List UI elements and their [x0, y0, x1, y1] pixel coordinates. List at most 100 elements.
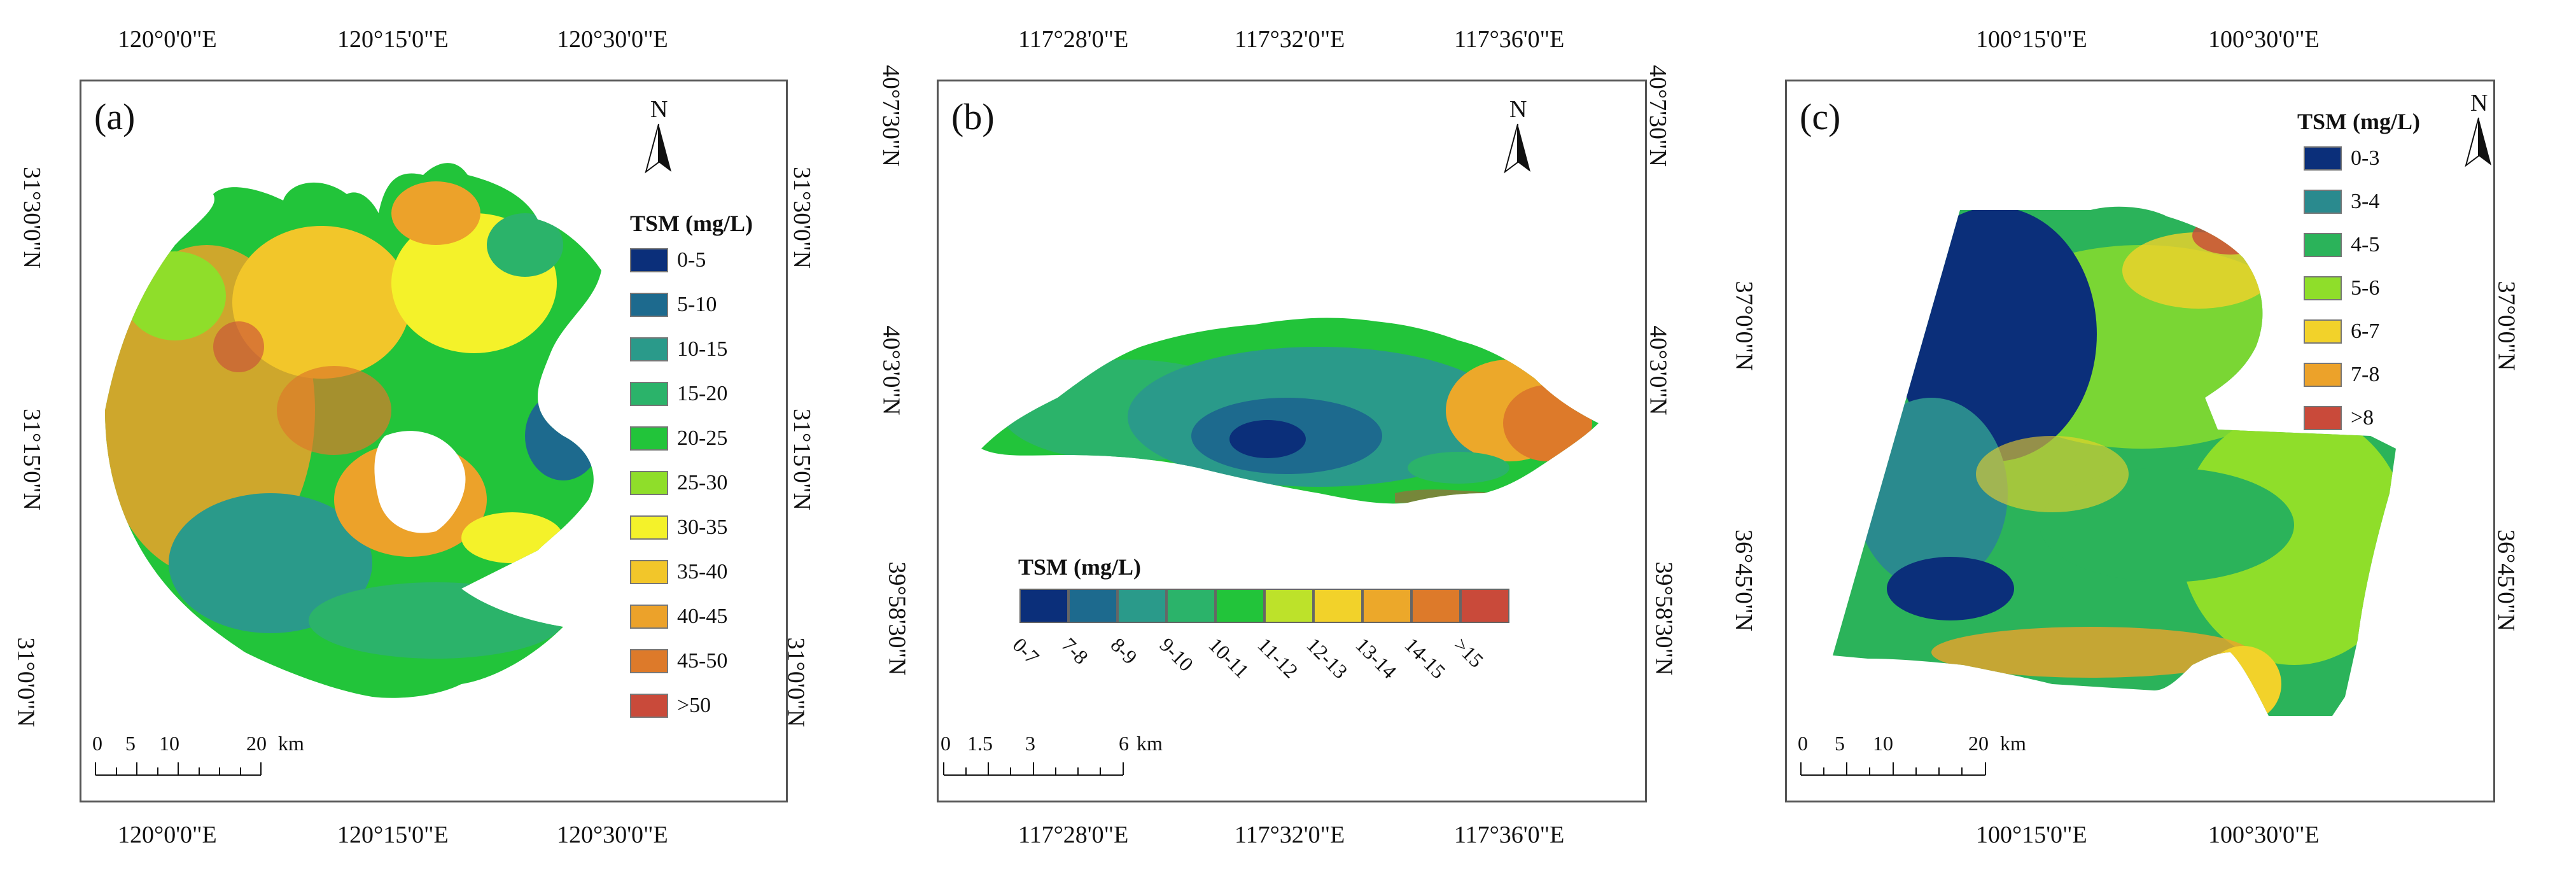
legend-label: 30-35: [677, 515, 728, 539]
north-label-a: N: [650, 96, 668, 123]
north-arrow-a: N: [636, 95, 681, 178]
legend-title-c: TSM (mg/L): [2297, 109, 2420, 134]
scale-tick-a-0: 0: [92, 732, 102, 755]
left-coord-a-3: 31°0'0"N: [12, 637, 39, 727]
legend-title-b: TSM (mg/L): [1018, 554, 1141, 580]
legend-swatch: [1166, 589, 1215, 623]
left-coord-c-2: 36°45'0"N: [1730, 529, 1757, 631]
legend-label: >8: [2351, 406, 2374, 430]
bottom-coord-b-2: 117°32'0"E: [1235, 822, 1345, 848]
legend-swatch: [2304, 233, 2342, 257]
legend-label: 7-8: [2351, 363, 2380, 386]
top-coord-b-3: 117°36'0"E: [1454, 26, 1565, 53]
top-coord-b-2: 117°32'0"E: [1235, 26, 1345, 53]
scale-tick-b-1: 1.5: [967, 732, 993, 755]
bottom-coord-c-2: 100°30'0"E: [2208, 822, 2320, 848]
scale-tick-a-3: 20: [246, 732, 267, 755]
legend-label: 6-7: [2351, 319, 2380, 343]
legend-item: 30-35: [630, 515, 727, 540]
legend-swatch: [1264, 589, 1313, 623]
left-coord-b-2: 40°3'0"N: [878, 325, 905, 416]
legend-label: 4-5: [2351, 233, 2380, 256]
legend-swatch: [630, 471, 668, 495]
legend-item: 5-6: [2304, 276, 2379, 300]
legend-swatch: [630, 426, 668, 451]
legend-label: 3-4: [2351, 190, 2380, 213]
north-icon-a: [645, 123, 671, 174]
top-coord-c-1: 100°15'0"E: [1976, 26, 2087, 53]
legend-swatch: [630, 337, 668, 361]
scale-unit-c: km: [2000, 732, 2026, 755]
legend-swatch: [630, 694, 668, 718]
scale-unit-a: km: [278, 732, 304, 755]
north-label-c: N: [2470, 90, 2488, 116]
right-coord-c-1: 37°0'0"N: [2493, 281, 2520, 371]
right-coord-a-2: 31°15'0"N: [788, 409, 815, 510]
north-icon-c: [2465, 117, 2491, 167]
legend-item: 3-4: [2304, 190, 2379, 214]
scale-bar-a: 0 5 10 20 km: [92, 732, 304, 783]
bottom-coord-a-3: 120°30'0"E: [557, 822, 668, 848]
legend-swatch: [2304, 319, 2342, 344]
legend-item: 25-30: [630, 471, 727, 495]
right-coord-c-2: 36°45'0"N: [2493, 529, 2519, 631]
north-icon-b: [1504, 123, 1530, 174]
legend-swatch: [1460, 589, 1509, 623]
legend-label: 20-25: [677, 426, 728, 450]
legend-label: 15-20: [677, 382, 728, 405]
legend-item: 45-50: [630, 649, 727, 673]
legend-swatch: [2304, 363, 2342, 387]
bottom-coord-b-1: 117°28'0"E: [1018, 822, 1129, 848]
scale-tick-b-2: 3: [1025, 732, 1035, 755]
scale-tick-a-2: 10: [159, 732, 179, 755]
top-coord-a-3: 120°30'0"E: [557, 26, 668, 53]
scale-bar-c: 0 5 10 20 km: [1798, 732, 2040, 783]
right-coord-b-1: 40°7'30"N: [1644, 65, 1671, 167]
legend-label: 5-10: [677, 293, 717, 316]
bottom-coord-a-2: 120°15'0"E: [337, 822, 449, 848]
legend-label: 10-15: [677, 337, 728, 361]
left-coord-a-1: 31°30'0"N: [18, 167, 45, 269]
bottom-coord-a-1: 120°0'0"E: [118, 822, 217, 848]
scale-tick-a-1: 5: [125, 732, 136, 755]
scale-tick-c-1: 5: [1835, 732, 1845, 755]
legend-swatch: [630, 605, 668, 629]
legend-swatch: [2304, 406, 2342, 430]
legend-swatch: [1411, 589, 1460, 623]
legend-item: 0-3: [2304, 146, 2379, 171]
legend-title-a: TSM (mg/L): [630, 211, 753, 236]
legend-label: >50: [677, 694, 711, 717]
legend-item: >8: [2304, 406, 2374, 430]
legend-swatch: [630, 560, 668, 584]
lake-map-c: [1833, 206, 2396, 716]
legend-label: 35-40: [677, 560, 728, 584]
legend-swatch: [630, 248, 668, 272]
scale-line-c: [1800, 762, 1986, 776]
north-arrow-b: N: [1495, 95, 1540, 178]
legend-item: 35-40: [630, 560, 727, 584]
legend-label: 0-5: [677, 248, 706, 272]
legend-item: >50: [630, 694, 711, 718]
legend-swatch: [630, 293, 668, 317]
scale-bar-b: 0 1.5 3 6 km: [941, 732, 1195, 783]
legend-swatch: [2304, 190, 2342, 214]
scale-line-b: [943, 762, 1124, 776]
scale-tick-b-0: 0: [941, 732, 951, 755]
right-coord-b-3: 39°58'30"N: [1650, 561, 1677, 676]
north-arrow-c: N: [2456, 89, 2501, 172]
legend-item: 0-5: [630, 248, 706, 272]
panel-label-b: (b): [951, 96, 995, 137]
legend-item: 20-25: [630, 426, 727, 451]
panel-label-c: (c): [1800, 96, 1841, 137]
top-coord-c-2: 100°30'0"E: [2208, 26, 2320, 53]
lake-map-b: [981, 318, 1599, 504]
legend-swatch: [2304, 276, 2342, 300]
legend-label: 25-30: [677, 471, 728, 494]
scale-line-a: [95, 762, 262, 776]
legend-swatch: [1215, 589, 1264, 623]
top-coord-a-1: 120°0'0"E: [118, 26, 217, 53]
scale-tick-c-2: 10: [1873, 732, 1893, 755]
legend-item: 6-7: [2304, 319, 2379, 344]
scale-tick-c-3: 20: [1968, 732, 1989, 755]
legend-swatch: [630, 649, 668, 673]
